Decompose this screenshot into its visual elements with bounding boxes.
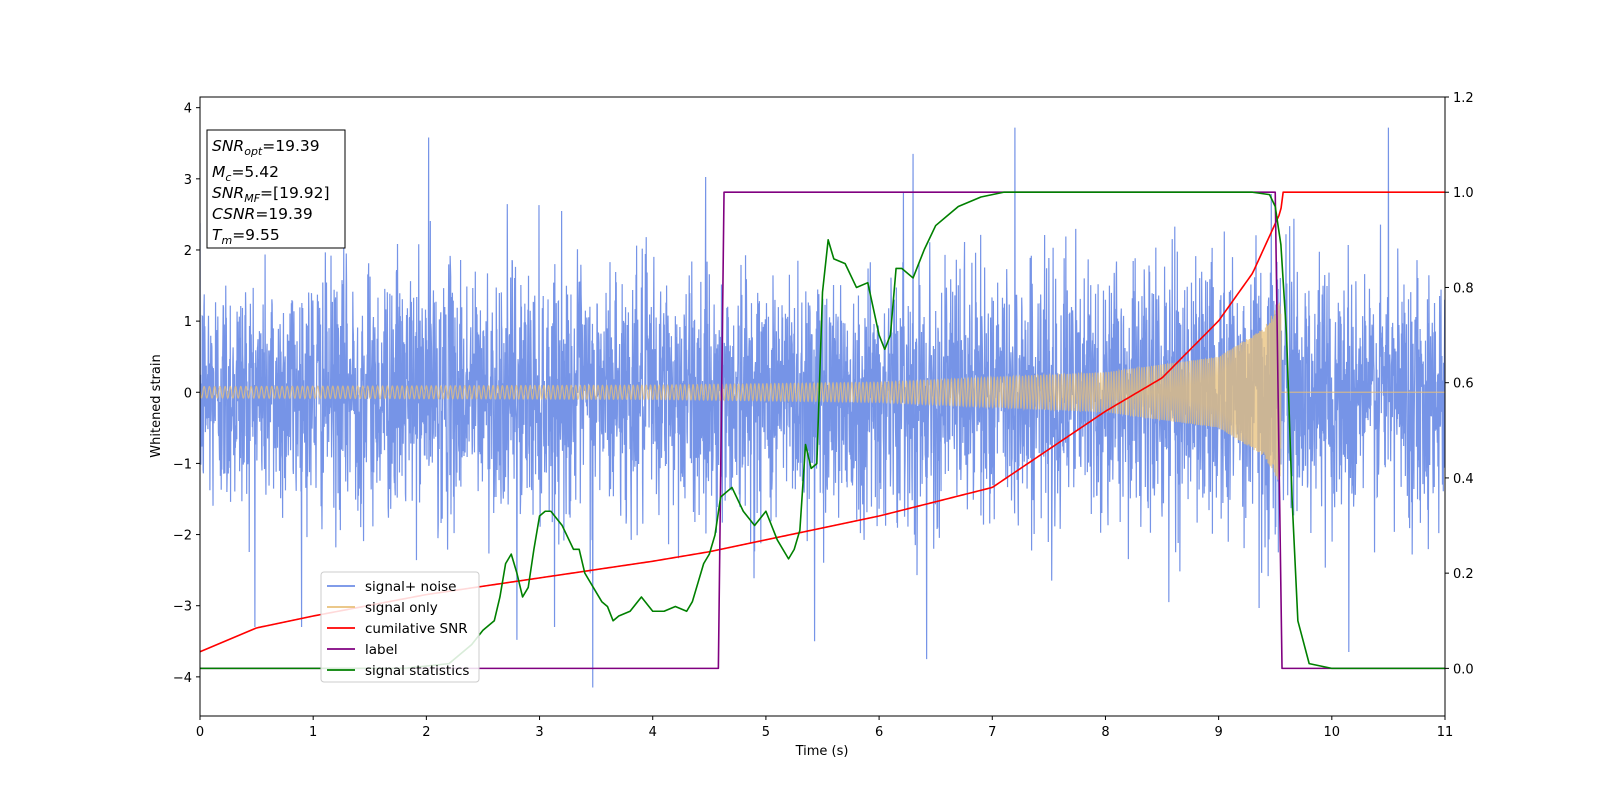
x-tick-label: 3 — [535, 725, 543, 740]
y-tick-label: −1 — [173, 457, 192, 472]
x-tick-label: 4 — [649, 725, 657, 740]
legend-label: signal only — [365, 600, 438, 616]
legend-label: label — [365, 642, 398, 658]
legend: signal+ noise signal only cumilative SNR la… — [320, 571, 480, 683]
y2-tick-label: 0.4 — [1453, 472, 1474, 487]
stat-line: CSNR=19.39 — [212, 205, 313, 223]
legend-label: signal statistics — [365, 663, 469, 679]
x-tick-label: 10 — [1324, 725, 1341, 740]
x-tick-label: 11 — [1437, 725, 1454, 740]
y2-tick-label: 0.8 — [1453, 281, 1474, 296]
y2-tick-label: 0.2 — [1453, 567, 1474, 582]
stat-line: SNRMF=[19.92] — [212, 184, 330, 205]
y-tick-label: 1 — [184, 315, 192, 330]
x-tick-label: 1 — [309, 725, 317, 740]
y2-tick-label: 1.0 — [1453, 186, 1474, 201]
stat-line: Tm=9.55 — [212, 226, 280, 247]
y-tick-label: −4 — [173, 671, 192, 686]
x-tick-label: 5 — [762, 725, 770, 740]
y-tick-label: 0 — [184, 386, 192, 401]
y-tick-label: −2 — [173, 529, 192, 544]
stat-line: SNRopt=19.39 — [212, 137, 320, 158]
legend-label: cumilative SNR — [365, 621, 468, 637]
x-tick-label: 8 — [1101, 725, 1109, 740]
x-tick-label: 2 — [422, 725, 430, 740]
stats-annotation-box: SNRopt=19.39 Mc=5.42SNRMF=[19.92]CSNR=19.… — [206, 129, 346, 249]
x-tick-label: 6 — [875, 725, 883, 740]
x-axis-label: Time (s) — [795, 744, 849, 759]
y-axis-label: Whitened strain — [149, 354, 164, 457]
y-tick-label: 4 — [184, 102, 192, 117]
y-tick-label: 2 — [184, 244, 192, 259]
y2-tick-label: 1.2 — [1453, 91, 1474, 106]
x-tick-label: 9 — [1214, 725, 1222, 740]
y-tick-label: −3 — [173, 600, 192, 615]
axis-ticks: 0 1 2 3 4 5 6 7 8 9 10 11 −4 −3 −2 −1 0 1 2 3 4 0.0 0.2 0.4 0.6 0… — [173, 91, 1474, 740]
series-signal-only — [200, 302, 1445, 480]
y2-tick-label: 0.6 — [1453, 377, 1474, 392]
x-tick-label: 7 — [988, 725, 996, 740]
axes-frame — [199, 96, 1446, 717]
stat-line: Mc=5.42 — [212, 163, 279, 184]
legend-frame — [320, 571, 480, 683]
stats-box-frame — [206, 129, 346, 249]
y2-tick-label: 0.0 — [1453, 662, 1474, 677]
series-signal-statistics — [200, 191, 1445, 670]
y-tick-label: 3 — [184, 173, 192, 188]
series-label — [200, 191, 1445, 670]
x-tick-label: 0 — [196, 725, 204, 740]
legend-label: signal+ noise — [365, 579, 456, 595]
